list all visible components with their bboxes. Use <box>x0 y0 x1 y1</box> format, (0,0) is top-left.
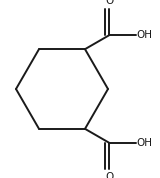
Text: O: O <box>105 0 113 6</box>
Text: O: O <box>105 172 113 178</box>
Text: OH: OH <box>137 30 153 40</box>
Text: OH: OH <box>137 138 153 148</box>
